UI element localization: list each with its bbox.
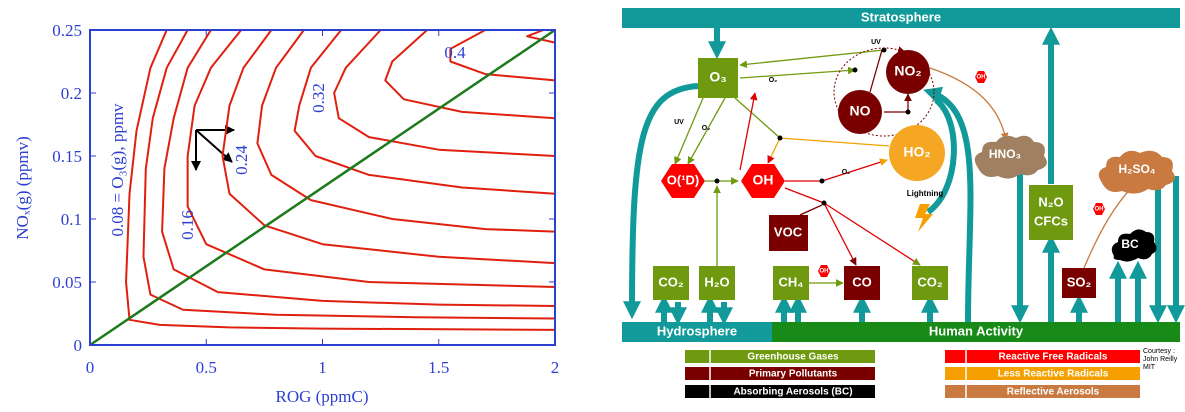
contour — [385, 30, 555, 118]
isopleth-chart: ROG (ppmC) NOₓ(g) (ppmv) 0 0.5 1 1.5 2 0 0.05 0… — [13, 21, 559, 406]
contour — [450, 30, 555, 80]
node-label: O₃ — [709, 69, 726, 85]
legend: Greenhouse Gases Primary Pollutants Abso… — [685, 350, 1140, 398]
small-label: O₂ — [842, 169, 851, 176]
credit: Courtesy : — [1143, 348, 1175, 355]
page: ROG (ppmC) NOₓ(g) (ppmv) 0 0.5 1 1.5 2 0 0.05 0… — [0, 0, 1185, 412]
node-label: CO₂ — [917, 274, 943, 289]
band-label: Hydrosphere — [657, 323, 737, 338]
y-tick-label: 0.1 — [61, 210, 82, 229]
contour-label: 0.08 = O₃(g), ppmv — [108, 103, 127, 237]
node-label: BC — [1121, 237, 1139, 251]
contour-label: 0.4 — [444, 43, 466, 62]
legend-label: Greenhouse Gases — [747, 352, 839, 363]
small-label: OH — [820, 269, 829, 275]
credit: John Reilly — [1143, 356, 1178, 363]
small-label: O₂ — [769, 77, 778, 84]
legend-label: Reflective Aerosols — [1007, 387, 1100, 398]
legend-label: Less Reactive Radicals — [998, 369, 1109, 380]
node-label: CFCs — [1034, 213, 1068, 228]
y-tick-label: 0 — [74, 336, 83, 355]
small-label: Lightning — [907, 189, 944, 198]
node-label: CO — [852, 274, 872, 289]
band-label: Human Activity — [929, 323, 1024, 338]
node-label: NO₂ — [894, 63, 921, 79]
legend-label: Reactive Free Radicals — [999, 352, 1108, 363]
y-tick-label: 0.25 — [52, 21, 82, 40]
contour — [295, 30, 555, 194]
node-label: H₂O — [704, 274, 729, 289]
node-label: N₂O — [1038, 194, 1063, 209]
x-axis-label: ROG (ppmC) — [275, 387, 368, 406]
small-label: UV — [674, 119, 684, 126]
y-tick-label: 0.05 — [52, 273, 82, 292]
x-tick-label: 2 — [551, 358, 560, 377]
y-tick-label: 0.2 — [61, 84, 82, 103]
small-label: O₂ — [702, 125, 711, 132]
credit: MIT — [1143, 364, 1156, 371]
reference-line — [90, 30, 555, 345]
x-tick-label: 0 — [86, 358, 95, 377]
x-tick-label: 0.5 — [196, 358, 217, 377]
node-label: SO₂ — [1067, 274, 1092, 289]
node-label: CO₂ — [658, 274, 684, 289]
contour-label: 0.24 — [232, 145, 251, 175]
y-tick-label: 0.15 — [52, 147, 82, 166]
chemistry-diagram: Stratosphere Hydrosphere Human Activity — [622, 8, 1180, 398]
legend-label: Primary Pollutants — [749, 369, 838, 380]
small-label: UV — [871, 39, 881, 46]
direction-arrows — [196, 130, 234, 170]
legend-label: Absorbing Aerosols (BC) — [733, 387, 852, 398]
contour-label: 0.16 — [178, 210, 197, 240]
node-label: NO — [850, 103, 871, 119]
node-label: O(¹D) — [667, 172, 700, 187]
node-label: H₂SO₄ — [1118, 162, 1155, 176]
small-label: OH — [977, 75, 986, 81]
node-label: HNO₃ — [989, 147, 1021, 161]
node-label: VOC — [774, 224, 803, 239]
x-tick-label: 1.5 — [428, 358, 449, 377]
contour-label: 0.32 — [309, 83, 328, 113]
node-label: OH — [753, 172, 774, 188]
band-label: Stratosphere — [861, 9, 941, 24]
y-axis-label: NOₓ(g) (ppmv) — [13, 136, 32, 240]
node-label: CH₄ — [779, 274, 804, 289]
node-label: HO₂ — [903, 144, 930, 160]
x-tick-label: 1 — [318, 358, 327, 377]
small-label: OH — [1095, 207, 1104, 213]
